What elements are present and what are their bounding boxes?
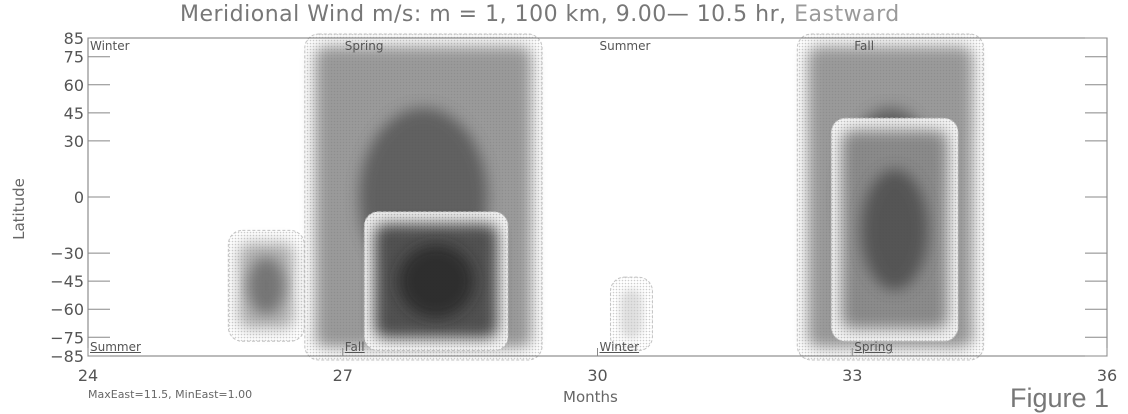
season-label: Winter [90, 39, 130, 53]
chart-title-direction: Eastward [794, 2, 900, 27]
y-tick-label: −75 [50, 328, 84, 347]
chart-title: Meridional Wind m/s: m = 1, 100 km, 9.00… [180, 2, 900, 27]
x-tick-label: 30 [587, 366, 607, 385]
season-label: Fall [344, 340, 365, 354]
figure-label: Figure 1 [1010, 383, 1110, 413]
y-tick-label: 85 [64, 29, 84, 48]
y-tick-label: −45 [50, 272, 84, 291]
y-tick-label: 30 [64, 132, 84, 151]
y-tick-label: 75 [64, 48, 84, 67]
y-tick-label: 45 [64, 104, 84, 123]
season-label: Fall [854, 39, 875, 53]
y-tick-label: −60 [50, 300, 84, 319]
season-label: Spring [344, 39, 384, 53]
season-label: Winter [599, 340, 640, 354]
y-axis-label: Latitude [9, 178, 28, 240]
contour-region-4 [609, 276, 653, 352]
contour-regions [227, 33, 985, 361]
x-axis-label: Months [563, 388, 618, 406]
y-tick-label: 0 [74, 188, 84, 207]
x-tick-label: 24 [78, 366, 98, 385]
contour-region-1 [227, 229, 305, 342]
x-tick-label: 33 [842, 366, 862, 385]
x-tick-label: 36 [1097, 366, 1117, 385]
contour-region-3 [363, 211, 509, 352]
x-tick-label: 27 [333, 366, 353, 385]
y-tick-label: 60 [64, 76, 84, 95]
season-label: Spring [854, 340, 893, 354]
contour-region-6 [830, 117, 959, 342]
range-footnote: MaxEast=11.5, MinEast=1.00 [88, 388, 253, 401]
season-label: Summer [90, 340, 141, 354]
y-tick-label: −30 [50, 244, 84, 263]
season-label: Summer [599, 39, 651, 53]
x-axis: 24 27 30 33 36 [78, 348, 1117, 385]
y-tick-label: −85 [50, 347, 84, 366]
chart-title-main: Meridional Wind m/s: m = 1, 100 km, 9.00… [180, 2, 795, 27]
